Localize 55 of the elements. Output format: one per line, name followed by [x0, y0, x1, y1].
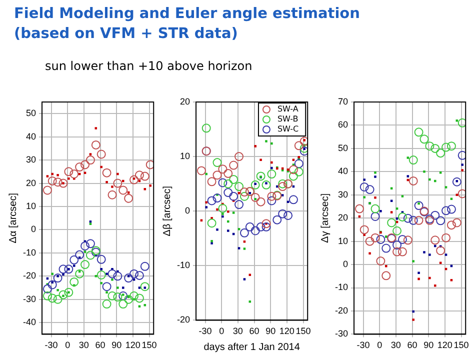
y-tick-label: 30	[26, 154, 36, 165]
x-tick-label: 30	[78, 340, 89, 350]
y-axis-title: Δα [arcsec]	[8, 192, 19, 244]
x-tick-label: 150	[454, 340, 469, 350]
chart-subtitle: sun lower than +10 above horizon	[45, 59, 252, 73]
x-tick-label: -30	[356, 340, 370, 350]
y-axis-title: Δβ [arcsec]	[162, 186, 173, 236]
y-tick-label: 20	[338, 212, 348, 223]
x-tick-label: 120	[125, 340, 140, 350]
x-tick-label: 90	[424, 340, 434, 350]
text: Field Modeling and Euler angle estimation (based on VFM + STR data)	[14, 5, 360, 44]
x-tick-label: 90	[266, 326, 276, 336]
x-tick-label: 120	[279, 326, 294, 336]
legend-label: SW-A	[277, 104, 299, 114]
y-tick-label: 60	[338, 120, 348, 130]
y-tick-label: 0	[30, 224, 36, 234]
legend-label: SW-B	[277, 114, 298, 124]
x-tick-label: -30	[44, 340, 58, 350]
y-tick-label: 20	[180, 96, 190, 106]
x-tick-label: -30	[198, 326, 212, 336]
x-tick-label: 150	[142, 340, 157, 350]
y-tick-label: 40	[338, 166, 348, 176]
x-tick-label: 60	[249, 326, 260, 336]
x-tick-label: 30	[390, 340, 401, 350]
y-tick-label: 20	[26, 178, 36, 188]
y-tick-label: 10	[180, 151, 190, 162]
x-axis-title: days after 1 Jan 2014	[204, 342, 300, 353]
x-tick-label: 60	[95, 340, 106, 350]
y-tick-label: 30	[338, 189, 348, 200]
y-tick-label: -20	[176, 314, 190, 325]
y-tick-label: 0	[342, 259, 348, 270]
x-tick-label: 0	[219, 326, 224, 336]
x-tick-label: 90	[112, 340, 122, 350]
y-tick-label: -30	[22, 294, 36, 304]
y-axis-title: Δγ [arcsec]	[320, 193, 331, 243]
x-tick-label: 30	[232, 326, 243, 336]
y-tick-label: -10	[334, 282, 348, 292]
y-tick-label: 10	[338, 236, 348, 246]
y-tick-label: -20	[334, 305, 348, 316]
y-tick-label: -20	[22, 270, 36, 281]
y-tick-label: 0	[184, 206, 190, 216]
y-tick-label: 50	[338, 142, 348, 153]
y-tick-label: -10	[22, 247, 36, 258]
legend-label: SW-C	[277, 124, 300, 134]
x-tick-label: 120	[437, 340, 452, 350]
y-tick-label: 50	[26, 108, 36, 118]
y-tick-label: 10	[26, 200, 36, 211]
y-tick-label: 40	[26, 131, 36, 142]
x-tick-label: 150	[296, 326, 311, 336]
x-tick-label: 0	[65, 340, 70, 350]
x-tick-label: 60	[407, 340, 418, 350]
y-tick-label: 70	[338, 96, 348, 106]
y-tick-label: -10	[176, 260, 190, 270]
y-tick-label: -40	[22, 317, 36, 328]
x-tick-label: 0	[377, 340, 382, 350]
